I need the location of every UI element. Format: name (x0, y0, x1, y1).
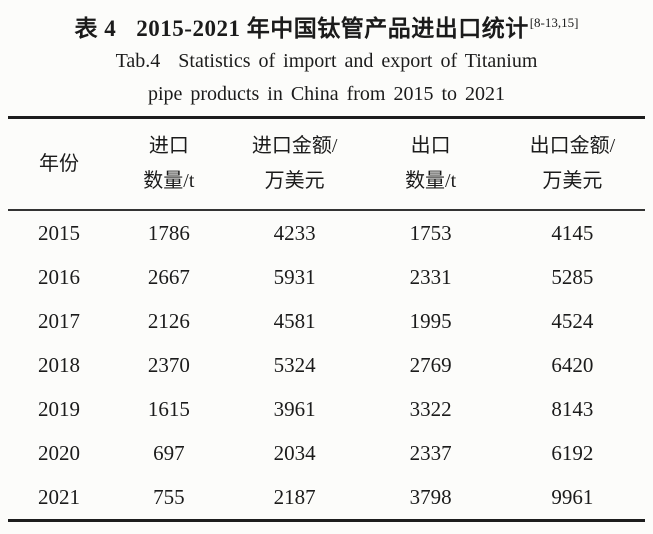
col-header-year: 年份 (8, 117, 110, 211)
table-number-en: Tab.4 (115, 50, 161, 72)
paper-table-region: 表 4 2015-2021 年中国钛管产品进出口统计[8-13,15] Tab.4… (8, 8, 645, 522)
table-row: 2021 755 2187 3798 9961 (8, 475, 645, 521)
table-row: 2017 2126 4581 1995 4524 (8, 299, 645, 343)
col-header-export-quantity: 出口 数量/t (361, 117, 500, 211)
table-row: 2020 697 2034 2337 6192 (8, 431, 645, 475)
cell-export-value: 4524 (551, 308, 594, 333)
cell-export-qty: 3798 (409, 484, 452, 509)
cell-year: 2015 (37, 220, 80, 245)
header-line: 万美元 (264, 170, 325, 192)
cell-year: 2017 (37, 308, 80, 333)
col-header-import-value: 进口金额/ 万美元 (227, 117, 362, 211)
statistics-table: 年份 进口 数量/t 进口金额/ 万美元 出口 数量/t 出口金额/ 万美元 (8, 116, 645, 522)
cell-import-value: 5324 (273, 352, 316, 377)
cell-year: 2021 (37, 484, 80, 509)
cell-import-qty: 697 (153, 440, 185, 465)
cell-import-value: 2187 (273, 484, 316, 509)
table-title-en-line2: pipe products in China from 2015 to 2021 (147, 83, 506, 105)
reference-superscript: [8-13,15] (529, 15, 579, 30)
header-line: 万美元 (542, 170, 603, 192)
cell-import-qty: 2667 (147, 264, 190, 289)
table-number-zh: 表 4 (74, 16, 117, 41)
cell-export-value: 6420 (551, 352, 594, 377)
cell-year: 2016 (37, 264, 80, 289)
header-line: 数量/t (405, 170, 457, 192)
cell-import-qty: 755 (153, 484, 185, 509)
cell-year: 2019 (37, 396, 80, 421)
cell-export-qty: 2769 (409, 352, 452, 377)
table-row: 2016 2667 5931 2331 5285 (8, 255, 645, 299)
cell-import-qty: 2126 (147, 308, 190, 333)
header-row: 年份 进口 数量/t 进口金额/ 万美元 出口 数量/t 出口金额/ 万美元 (8, 117, 645, 211)
header-line: 进口 (148, 135, 189, 157)
cell-import-qty: 2370 (147, 352, 190, 377)
col-header-export-value: 出口金额/ 万美元 (499, 117, 645, 211)
cell-export-qty: 2331 (409, 264, 452, 289)
cell-import-value: 4581 (273, 308, 316, 333)
header-line: 年份 (38, 152, 79, 175)
table-row: 2018 2370 5324 2769 6420 (8, 343, 645, 387)
cell-import-qty: 1615 (147, 396, 190, 421)
cell-export-value: 5285 (551, 264, 594, 289)
header-line: 进口金额/ (251, 135, 338, 157)
cell-import-value: 4233 (273, 220, 316, 245)
header-line: 数量/t (143, 170, 195, 192)
table-row: 2015 1786 4233 1753 4145 (8, 210, 645, 255)
cell-export-value: 8143 (551, 396, 594, 421)
cell-import-qty: 1786 (147, 220, 190, 245)
cell-export-value: 9961 (551, 484, 594, 509)
cell-export-qty: 1995 (409, 308, 452, 333)
col-header-import-quantity: 进口 数量/t (109, 117, 228, 211)
table-title-en-text: Statistics of import and export of Titan… (178, 50, 538, 72)
cell-export-qty: 3322 (409, 396, 452, 421)
header-line: 出口金额/ (529, 135, 616, 157)
header-line: 出口 (410, 135, 451, 157)
cell-year: 2018 (37, 352, 80, 377)
cell-import-value: 2034 (273, 440, 316, 465)
cell-export-qty: 2337 (409, 440, 452, 465)
table-title-zh-text: 2015-2021 年中国钛管产品进出口统计 (136, 16, 529, 41)
table-row: 2019 1615 3961 3322 8143 (8, 387, 645, 431)
cell-import-value: 3961 (273, 396, 316, 421)
table-title-zh: 表 4 2015-2021 年中国钛管产品进出口统计[8-13,15] (8, 8, 645, 44)
cell-export-value: 4145 (551, 220, 594, 245)
cell-import-value: 5931 (273, 264, 316, 289)
cell-export-qty: 1753 (409, 220, 452, 245)
cell-export-value: 6192 (551, 440, 594, 465)
table-title-en-line1: Tab.4 Statistics of import and export of … (8, 44, 645, 78)
cell-year: 2020 (37, 440, 80, 465)
